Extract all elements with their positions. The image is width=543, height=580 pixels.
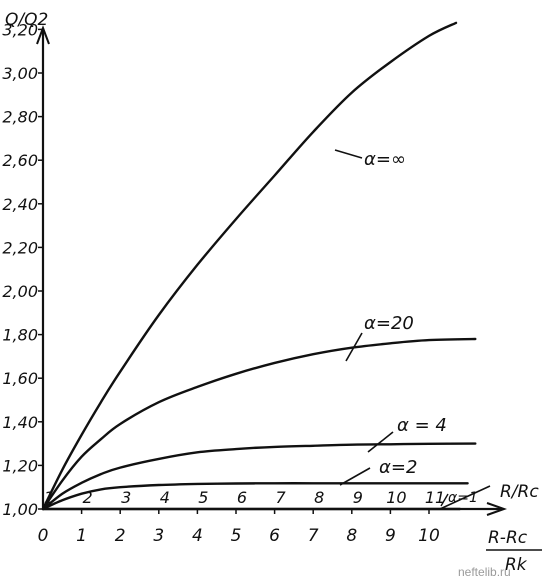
x-tick-label: 0 [38, 526, 49, 546]
x-tick-upper-label: 7 [276, 488, 287, 507]
x-tick-label: 1 [76, 526, 87, 546]
y-tick-label: 2,40 [2, 195, 38, 214]
x-axis-arrow [486, 502, 508, 516]
label-alpha-20: α=20 [364, 313, 414, 334]
x-tick-upper-label: 2 [83, 488, 93, 507]
x-axis-tail [439, 485, 491, 510]
label-alpha-inf: α=∞ [364, 149, 406, 170]
x-axis-title-top: R/Rc [500, 482, 539, 502]
y-tick-label: 1,40 [2, 413, 38, 432]
series-line-3 [41, 482, 469, 511]
watermark: neftelib.ru [458, 565, 511, 579]
x-axis-title-denominator: Rk [505, 555, 528, 575]
leader-alpha-inf [334, 149, 363, 159]
y-tick-label: 1,00 [2, 500, 38, 519]
series-line-2 [41, 442, 477, 511]
x-tick-label: 4 [192, 526, 203, 546]
x-tick-upper-label: 11 [425, 488, 445, 507]
y-tick-label: 3,20 [2, 20, 38, 39]
y-tick-label: 2,60 [2, 151, 38, 170]
x-tick-label: 9 [385, 526, 396, 546]
x-tick-label: 6 [269, 526, 280, 546]
y-tick-label: 2,20 [2, 238, 38, 257]
series-line-0 [41, 21, 458, 511]
y-tick-label: 1,60 [2, 369, 38, 388]
y-ticks: 1,00 1,20 1,40 1,60 1,80 2,00 2,20 2,40 2,60 2,80… [2, 20, 43, 519]
label-alpha-2: α=2 [379, 457, 417, 478]
leader-alpha-20 [345, 332, 363, 362]
x-tick-label: 10 [418, 526, 440, 546]
leader-alpha-4 [367, 431, 394, 453]
x-tick-upper-label: 4 [160, 488, 170, 507]
y-tick-label: 1,20 [2, 456, 38, 475]
axis-titles: Q/Q2 R/Rc R-Rc Rk [5, 10, 542, 575]
series-lines [41, 21, 477, 511]
y-tick-label: 3,00 [2, 64, 38, 83]
x-tick-upper-label: 8 [314, 488, 324, 507]
label-alpha-4: α = 4 [397, 415, 447, 436]
x-tick-upper-label: 9 [353, 488, 363, 507]
x-tick-upper-label: 5 [198, 488, 208, 507]
x-tick-label: 8 [346, 526, 357, 546]
leader-alpha-1 [440, 493, 449, 507]
x-tick-upper-label: 10 [386, 488, 406, 507]
y-tick-label: 1,80 [2, 326, 38, 345]
y-tick-label: 2,80 [2, 108, 38, 127]
y-tick-label: 2,00 [2, 282, 38, 301]
y-axis-title: Q/Q2 [5, 10, 48, 30]
x-tick-upper-label: 3 [121, 488, 131, 507]
x-axis-title-numerator: R-Rc [488, 528, 528, 548]
x-tick-label: 3 [153, 526, 164, 546]
series-line-1 [41, 337, 477, 511]
leader-alpha-2 [339, 467, 371, 486]
label-alpha-1: α=1 [448, 490, 478, 506]
x-tick-label: 7 [308, 526, 319, 546]
x-ticks: 0 1 2 3 4 5 6 7 8 9 10 [38, 509, 440, 546]
x-ticks-upper: 1 2 3 4 5 6 7 8 9 10 11 [44, 488, 445, 507]
x-tick-label: 5 [231, 526, 242, 546]
series-labels: α=∞ α=20 α = 4 α=2 α=1 [334, 149, 478, 507]
x-tick-label: 2 [115, 526, 126, 546]
x-tick-upper-label: 6 [237, 488, 247, 507]
y-axis-arrow [36, 25, 50, 45]
axes [36, 25, 508, 516]
